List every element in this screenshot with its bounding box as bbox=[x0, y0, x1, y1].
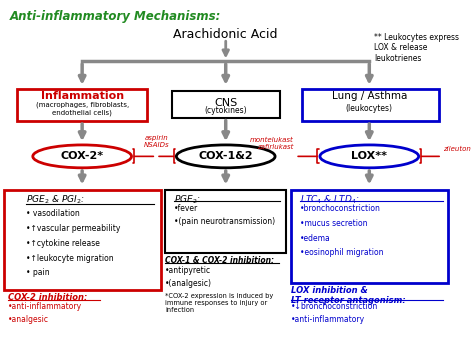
Text: •mucus secretion: •mucus secretion bbox=[300, 219, 367, 228]
Text: COX-1&2: COX-1&2 bbox=[199, 151, 253, 162]
Text: •↑cytokine release: •↑cytokine release bbox=[26, 239, 100, 248]
FancyBboxPatch shape bbox=[172, 91, 280, 118]
Text: (leukocytes): (leukocytes) bbox=[346, 104, 393, 113]
FancyBboxPatch shape bbox=[302, 89, 439, 121]
Text: (cytokines): (cytokines) bbox=[204, 106, 247, 115]
Text: •anti-inflammatory: •anti-inflammatory bbox=[8, 302, 82, 311]
Text: zileuton: zileuton bbox=[443, 146, 471, 152]
Text: •antipyretic: •antipyretic bbox=[165, 266, 211, 274]
Text: Lung / Asthma: Lung / Asthma bbox=[332, 91, 407, 101]
FancyBboxPatch shape bbox=[4, 190, 161, 290]
FancyBboxPatch shape bbox=[165, 190, 286, 253]
Text: •analgesic: •analgesic bbox=[8, 315, 49, 324]
Text: •↓bronchoconstriction: •↓bronchoconstriction bbox=[291, 302, 378, 311]
Ellipse shape bbox=[176, 145, 275, 168]
Text: COX-2 inhibition:: COX-2 inhibition: bbox=[8, 293, 88, 302]
Text: *COX-2 expression is induced by
immune responses to injury or
infection: *COX-2 expression is induced by immune r… bbox=[165, 293, 273, 313]
Text: (macrophages, fibroblasts,
endothelial cells): (macrophages, fibroblasts, endothelial c… bbox=[36, 102, 129, 116]
Text: COX-2*: COX-2* bbox=[61, 151, 104, 162]
Text: Inflammation: Inflammation bbox=[41, 91, 124, 101]
Text: montelukast
zafirlukast: montelukast zafirlukast bbox=[249, 137, 293, 150]
Text: LOX**: LOX** bbox=[351, 151, 387, 162]
Ellipse shape bbox=[33, 145, 131, 168]
Text: • pain: • pain bbox=[26, 268, 50, 277]
Text: •anti-inflammatory: •anti-inflammatory bbox=[291, 315, 365, 324]
Text: •fever: •fever bbox=[174, 204, 199, 213]
Text: Anti-inflammatory Mechanisms:: Anti-inflammatory Mechanisms: bbox=[9, 10, 221, 23]
Text: LOX inhibition &
LT receptor antagonism:: LOX inhibition & LT receptor antagonism: bbox=[291, 286, 406, 305]
Text: •(analgesic): •(analgesic) bbox=[165, 279, 212, 288]
Text: Arachidonic Acid: Arachidonic Acid bbox=[173, 28, 278, 41]
Text: •bronchoconstriction: •bronchoconstriction bbox=[300, 204, 381, 213]
Text: CNS: CNS bbox=[214, 98, 237, 108]
FancyBboxPatch shape bbox=[291, 190, 448, 283]
Text: ** Leukocytes express
LOX & release
leukotrienes: ** Leukocytes express LOX & release leuk… bbox=[374, 33, 459, 63]
Text: $LTC_4$ & $LTD_4$:: $LTC_4$ & $LTD_4$: bbox=[300, 193, 360, 206]
Text: $PGE_2$ & $PGI_2$:: $PGE_2$ & $PGI_2$: bbox=[26, 193, 85, 206]
Text: aspirin
NSAIDs: aspirin NSAIDs bbox=[143, 135, 169, 148]
Text: •(pain neurotransmission): •(pain neurotransmission) bbox=[174, 217, 275, 226]
FancyBboxPatch shape bbox=[17, 89, 147, 121]
Text: •eosinophil migration: •eosinophil migration bbox=[300, 248, 383, 257]
Text: $PGE_2$:: $PGE_2$: bbox=[174, 193, 201, 206]
Text: •↑vascular permeability: •↑vascular permeability bbox=[26, 224, 120, 233]
Text: • vasodilation: • vasodilation bbox=[26, 209, 80, 218]
Text: COX-1 & COX-2 inhibition:: COX-1 & COX-2 inhibition: bbox=[165, 256, 274, 265]
Ellipse shape bbox=[320, 145, 419, 168]
Text: •edema: •edema bbox=[300, 234, 330, 242]
Text: •↑leukocyte migration: •↑leukocyte migration bbox=[26, 253, 114, 263]
